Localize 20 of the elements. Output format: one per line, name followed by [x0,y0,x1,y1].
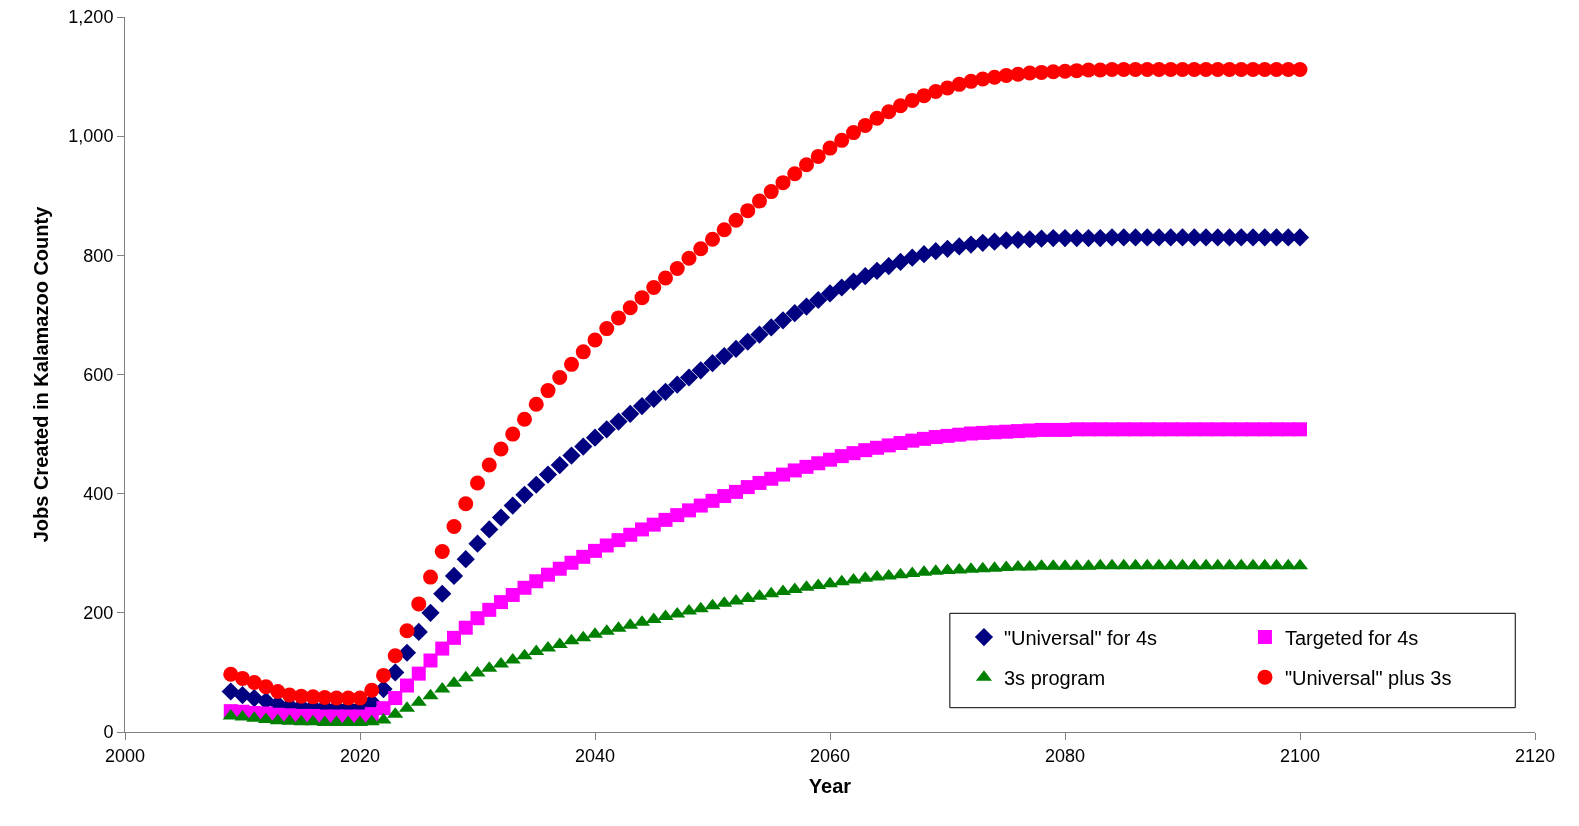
x-tick-label: 2020 [339,745,381,766]
y-tick-label: 1,000 [68,126,114,147]
y-tick-label: 1,200 [68,7,114,28]
y-tick-label: 600 [83,364,114,385]
y-tick-label: 800 [83,245,114,266]
legend-label: "Universal" plus 3s [1284,666,1452,689]
y-tick-label: 400 [83,483,114,504]
y-axis-title: Jobs Created in Kalamazoo County [29,205,52,543]
x-tick-label: 2100 [1279,745,1321,766]
x-tick-label: 2040 [574,745,616,766]
x-axis-title: Year [808,775,852,798]
legend-label: Targeted for 4s [1284,626,1419,649]
y-tick-label: 200 [83,603,114,624]
legend-label: 3s program [1003,666,1106,689]
x-tick-label: 2000 [104,745,146,766]
x-tick-label: 2120 [1514,745,1556,766]
x-tick-label: 2060 [809,745,851,766]
y-tick-label: 0 [103,722,114,743]
x-tick-label: 2080 [1044,745,1086,766]
legend-label: "Universal" for 4s [1003,626,1158,649]
